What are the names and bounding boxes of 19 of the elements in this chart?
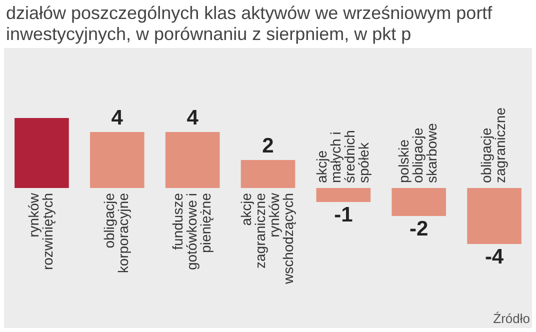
bar [316, 188, 371, 202]
bar [392, 188, 446, 216]
bar [467, 188, 522, 244]
text: Źródło [493, 311, 530, 326]
data-label: -2 [410, 217, 428, 240]
x-tick-label: obligacje zagraniczne [478, 107, 508, 183]
bar [165, 132, 220, 188]
bar [14, 118, 69, 188]
data-label: 4 [186, 106, 199, 130]
x-tick-label: akcje małych i średnich spółek [313, 130, 372, 183]
x-tick-label: rynków rozwiniętych [26, 192, 56, 270]
data-label: -1 [334, 203, 354, 226]
data-label: 4 [111, 106, 124, 130]
bar [90, 132, 144, 188]
x-tick-label: polskie obligacje skarbowe [396, 122, 440, 183]
data-label: 2 [262, 134, 274, 158]
data-label: -4 [484, 245, 504, 268]
chart-title: działów poszczególnych klas aktywów we wrześniowym portf inwestycyjnych, w porównaniu z sierpniem, w pkt p [5, 2, 494, 46]
bar [240, 160, 296, 188]
